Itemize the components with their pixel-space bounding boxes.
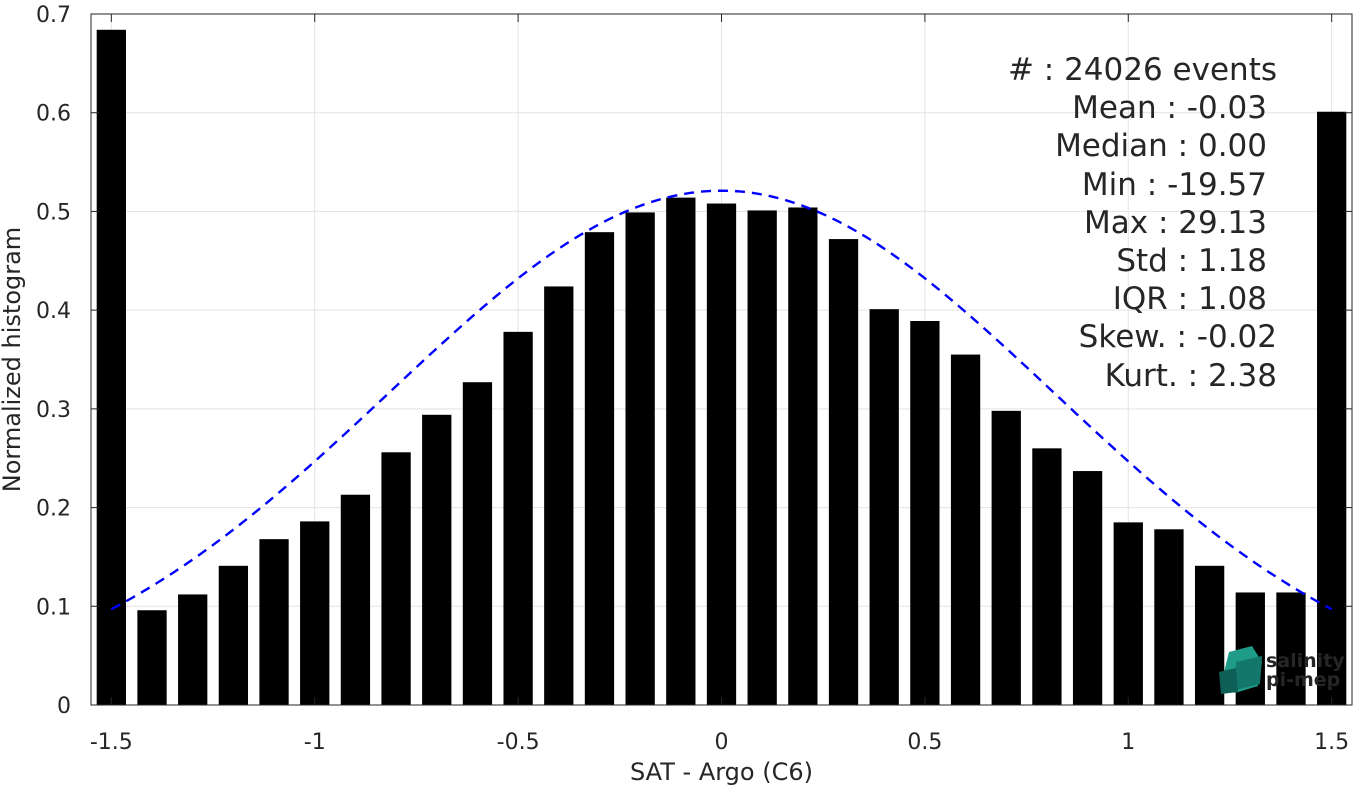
histogram-bar (1032, 448, 1062, 705)
salinity-pimep-logo: salinity pi-mep (1219, 646, 1345, 694)
histogram-bar (788, 207, 818, 706)
histogram-bar (259, 539, 289, 705)
histogram-bar (584, 232, 615, 705)
logo-text-pimep: pi-mep (1266, 669, 1340, 691)
logo-cube-icon (1219, 646, 1262, 694)
histogram-bar (625, 212, 655, 705)
histogram-bar (544, 286, 574, 705)
y-axis-label: Normalized histogram (0, 227, 26, 492)
histogram-bar (218, 565, 249, 705)
axis-ticks: -1.5 -1 -0.5 0 0.5 1 1.5 0 0.1 0.2 0.3 0.4 0.5 0.6 0.7 (36, 3, 1352, 755)
y-tick-label: 0 (57, 694, 71, 719)
stats-line: Median : 0.00 (1055, 128, 1267, 164)
x-tick-label: -0.5 (497, 730, 540, 755)
histogram-bar (747, 210, 777, 706)
x-tick-label: 1 (1121, 730, 1135, 755)
bars (96, 29, 1347, 706)
histogram-bar (300, 521, 330, 705)
y-tick-label: 0.1 (36, 595, 71, 620)
histogram-bar (1154, 529, 1184, 705)
stats-line: Mean : -0.03 (1072, 90, 1267, 126)
histogram-bar (1276, 592, 1306, 705)
gaussian-fit-curve (110, 189, 1333, 611)
x-tick-label: 0 (715, 730, 729, 755)
histogram-bar (666, 197, 696, 705)
stats-line: Skew. : -0.02 (1079, 319, 1277, 355)
x-tick-label: -1.5 (90, 730, 133, 755)
x-axis-label: SAT - Argo (C6) (630, 758, 813, 786)
y-tick-label: 0.3 (36, 398, 71, 423)
histogram-bar (1194, 565, 1225, 705)
x-tick-label: -1 (304, 730, 326, 755)
histogram-bar (991, 410, 1021, 705)
histogram-bar (828, 239, 859, 705)
histogram-bar (910, 321, 940, 705)
histogram-bar (869, 309, 899, 705)
stats-line: # : 24026 events (1008, 52, 1277, 88)
histogram-bar (706, 203, 737, 705)
histogram-bar (381, 452, 411, 705)
stats-line: Min : -19.57 (1082, 167, 1267, 203)
histogram-bar (1072, 471, 1103, 705)
y-tick-label: 0.6 (36, 102, 71, 127)
histogram-bar (340, 494, 371, 705)
histogram-bar (422, 414, 452, 705)
stats-line: IQR : 1.08 (1113, 281, 1267, 317)
stats-line: Max : 29.13 (1084, 205, 1267, 241)
histogram-bar (950, 354, 981, 705)
y-tick-label: 0.5 (36, 200, 71, 225)
stats-line: Kurt. : 2.38 (1105, 358, 1277, 394)
histogram-bar (1113, 522, 1143, 705)
histogram-bar (137, 610, 167, 705)
y-tick-label: 0.7 (36, 3, 71, 28)
histogram-bar (462, 382, 493, 705)
y-tick-label: 0.4 (36, 299, 71, 324)
x-tick-label: 0.5 (907, 730, 942, 755)
logo-text-salinity: salinity (1266, 650, 1345, 672)
x-tick-label: 1.5 (1314, 730, 1349, 755)
histogram-bar (178, 594, 208, 705)
y-tick-label: 0.2 (36, 497, 71, 522)
histogram-bar (96, 29, 126, 705)
histogram-bar (503, 331, 533, 705)
stats-line: Std : 1.18 (1116, 243, 1267, 279)
histogram-bar (1317, 111, 1347, 705)
